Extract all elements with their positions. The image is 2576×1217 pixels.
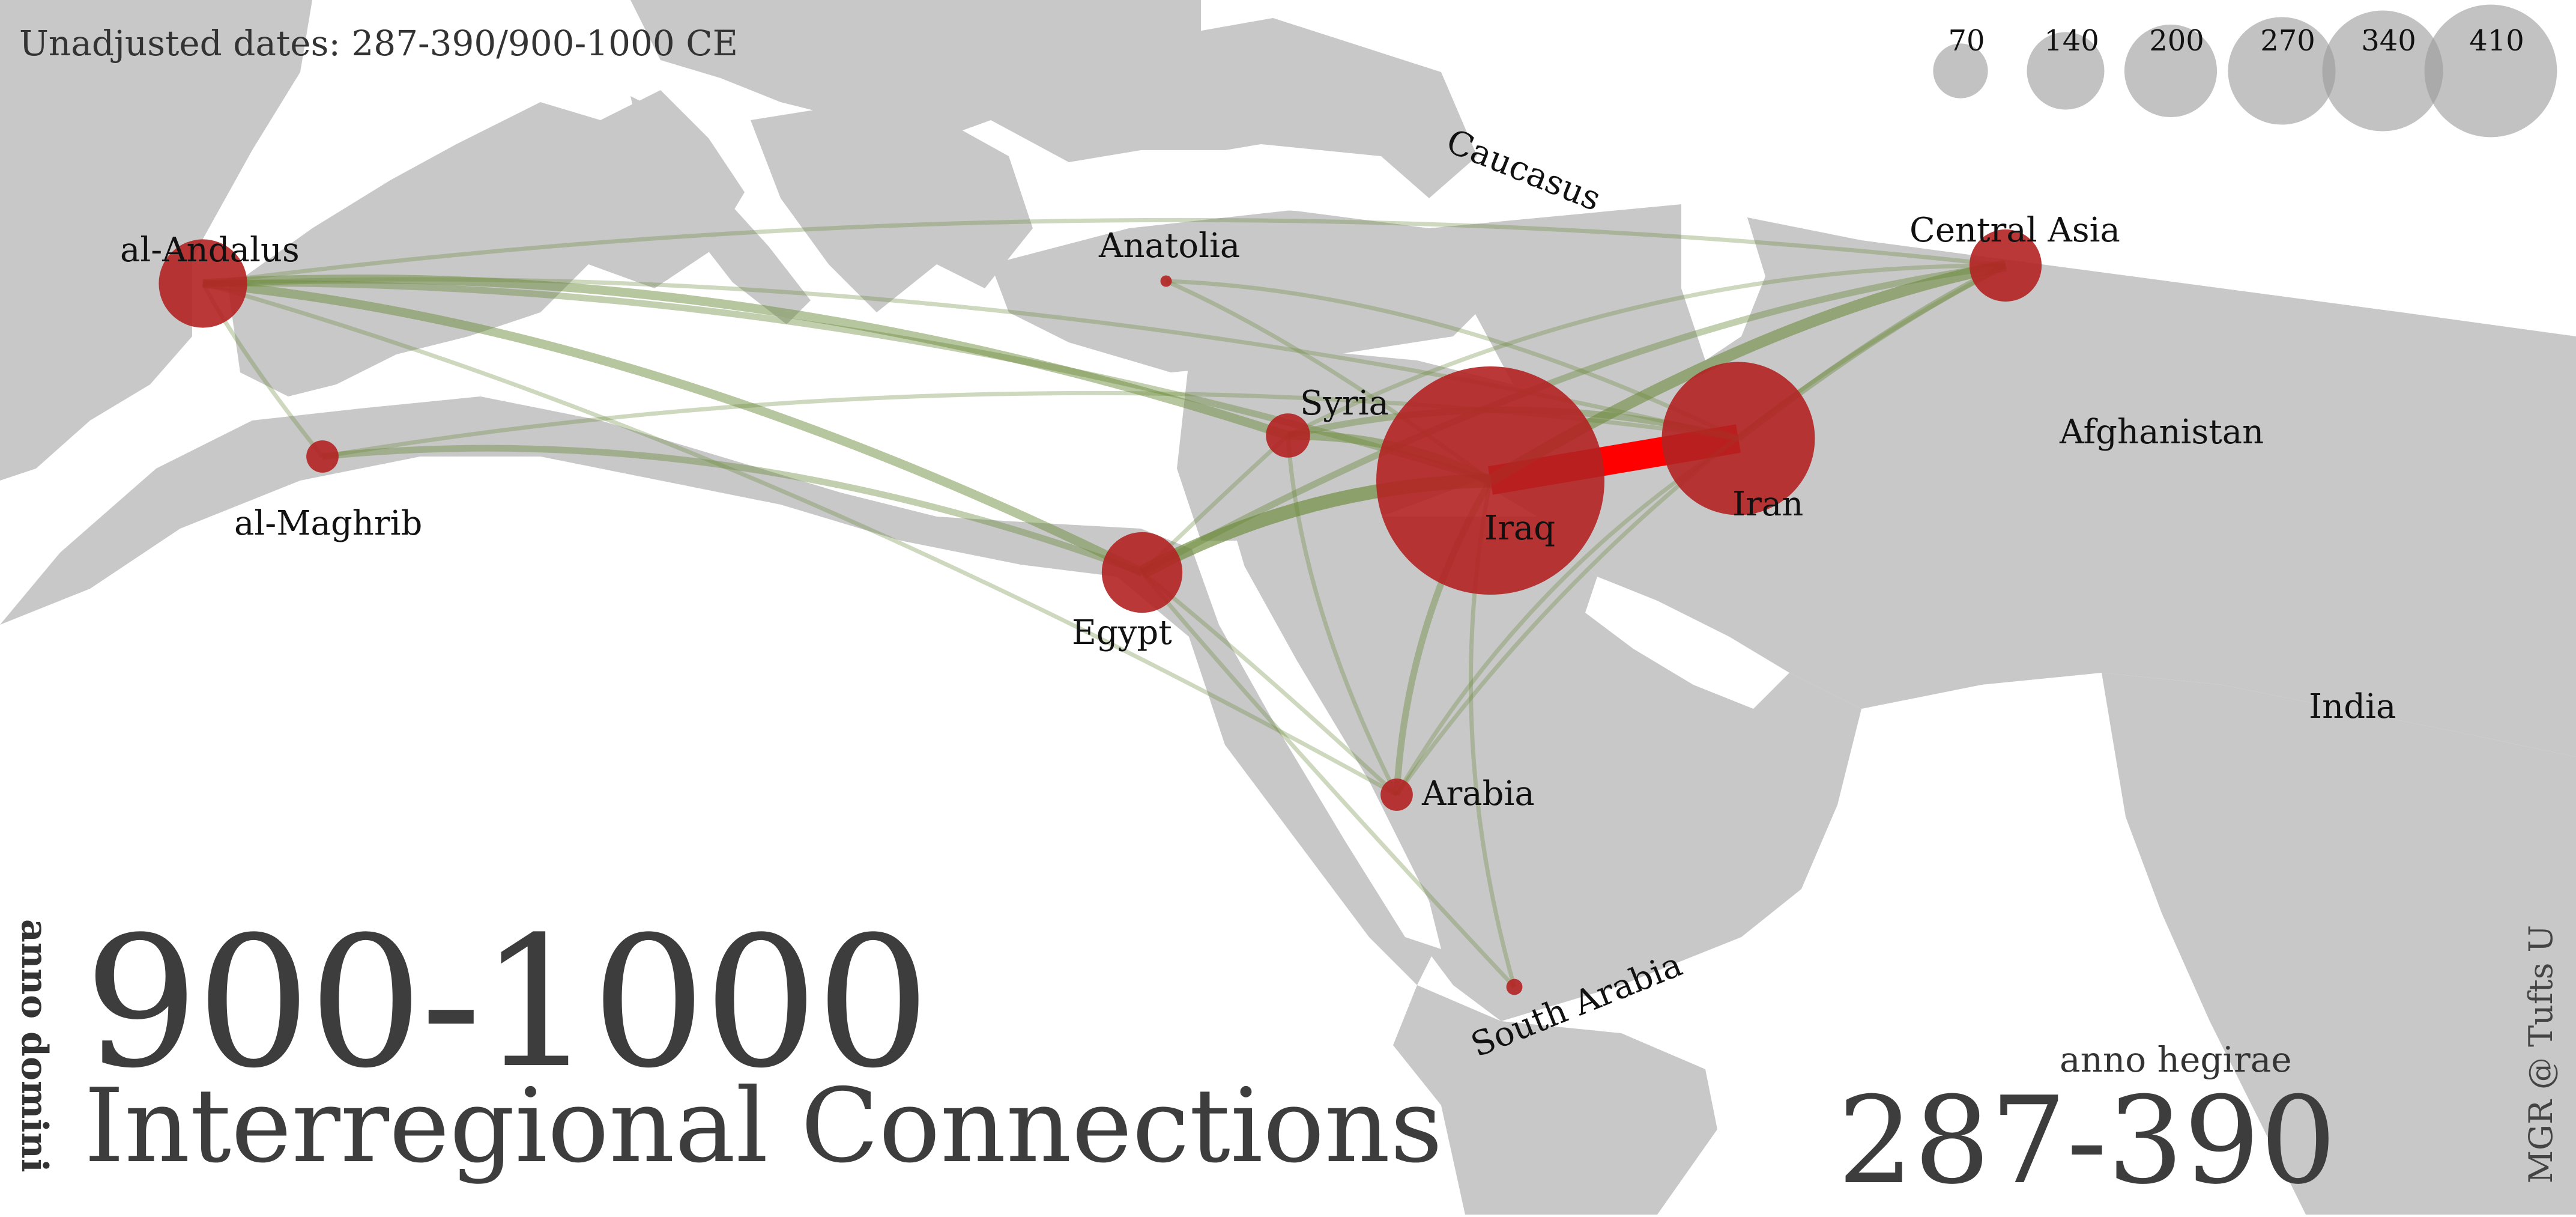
connection-andalus-centralasia (202, 217, 2006, 286)
region-node-centralasia (1969, 229, 2042, 302)
region-node-arabia (1380, 778, 1413, 811)
region-label-maghrib: al-Maghrib (234, 504, 422, 543)
region-label-syria: Syria (1300, 384, 1389, 423)
legend-circle-340 (2322, 10, 2443, 132)
connection-andalus-syria (202, 274, 1290, 440)
anatolia-landmass (991, 210, 1513, 372)
credit-label: MGR @ Tufts U (2522, 925, 2560, 1184)
east-africa-landmass (1393, 985, 1717, 1215)
date-note: Unadjusted dates: 287-390/900-1000 CE (19, 23, 738, 64)
region-label-egypt: Egypt (1072, 613, 1172, 652)
connection-egypt-southarabia (1140, 571, 1516, 989)
anno-domini-label: anno domini (13, 919, 55, 1173)
region-node-maghrib (306, 440, 339, 473)
legend-label-410: 410 (2469, 24, 2524, 58)
anno-hegirae-label: anno hegirae (2060, 1039, 2292, 1080)
red-sea (1189, 541, 1441, 949)
connection-egypt-centralasia (1140, 262, 2006, 575)
region-label-iran: Iran (1732, 485, 1803, 524)
balkans-landmass (751, 96, 1033, 312)
legend-label-70: 70 (1948, 24, 1985, 58)
legend-circle-410 (2424, 4, 2557, 138)
connection-centralasia-arabia (1395, 263, 2007, 797)
place-label-india: India (2309, 687, 2396, 726)
north-africa-landmass (0, 396, 1441, 985)
legend-label-270: 270 (2260, 24, 2315, 58)
region-node-iraq (1376, 366, 1604, 595)
region-label-centralasia: Central Asia (1909, 211, 2120, 250)
connection-anatolia-iran (1166, 279, 1740, 441)
north-europe-landmass (630, 0, 1237, 162)
connection-syria-arabia (1286, 435, 1399, 796)
persian-gulf (1585, 577, 1789, 709)
italy-landmass (630, 96, 811, 324)
black-sea (1153, 144, 1429, 216)
region-node-anatolia (1160, 275, 1172, 287)
region-node-layer (159, 229, 2042, 995)
legend-circle-200 (2124, 24, 2218, 118)
iberia-landmass (0, 0, 312, 481)
caspian-sea (1681, 180, 1765, 360)
year-range-ad: 900-1000 (84, 898, 930, 1108)
legend-label-140: 140 (2044, 24, 2099, 58)
europe-landmass (228, 90, 745, 396)
legend-circle-70 (1933, 43, 1988, 99)
legend-label-200: 200 (2149, 24, 2204, 58)
place-label-afghanistan: Afghanistan (2059, 413, 2264, 452)
place-label-caucasus: Caucasus (1441, 122, 1606, 219)
region-node-egypt (1101, 532, 1183, 613)
connection-andalus-arabia (202, 281, 1398, 797)
region-label-anatolia: Anatolia (1098, 226, 1240, 266)
region-label-iraq: Iraq (1484, 509, 1555, 548)
year-range-ah: 287-390 (1837, 1071, 2337, 1211)
connection-centralasia-syria (1287, 263, 2006, 438)
black-sea-north-landmass (1069, 18, 1477, 198)
legend-circle-140 (2027, 32, 2105, 110)
region-node-southarabia (1506, 979, 1523, 995)
legend-label-340: 340 (2361, 24, 2416, 58)
connection-andalus-egypt (202, 279, 1144, 577)
region-node-andalus (159, 239, 247, 328)
connection-maghrib-egypt (322, 445, 1143, 576)
region-label-andalus: al-Andalus (120, 231, 300, 270)
region-node-iran (1661, 362, 1815, 515)
region-node-syria (1266, 413, 1310, 458)
size-legend: 70 140 200 270 340 410 (1933, 4, 2557, 138)
map-subtitle: Interregional Connections (84, 1067, 1443, 1186)
region-label-arabia: Arabia (1421, 774, 1535, 813)
legend-circle-270 (2228, 17, 2336, 125)
india-landmass (2102, 673, 2576, 1215)
